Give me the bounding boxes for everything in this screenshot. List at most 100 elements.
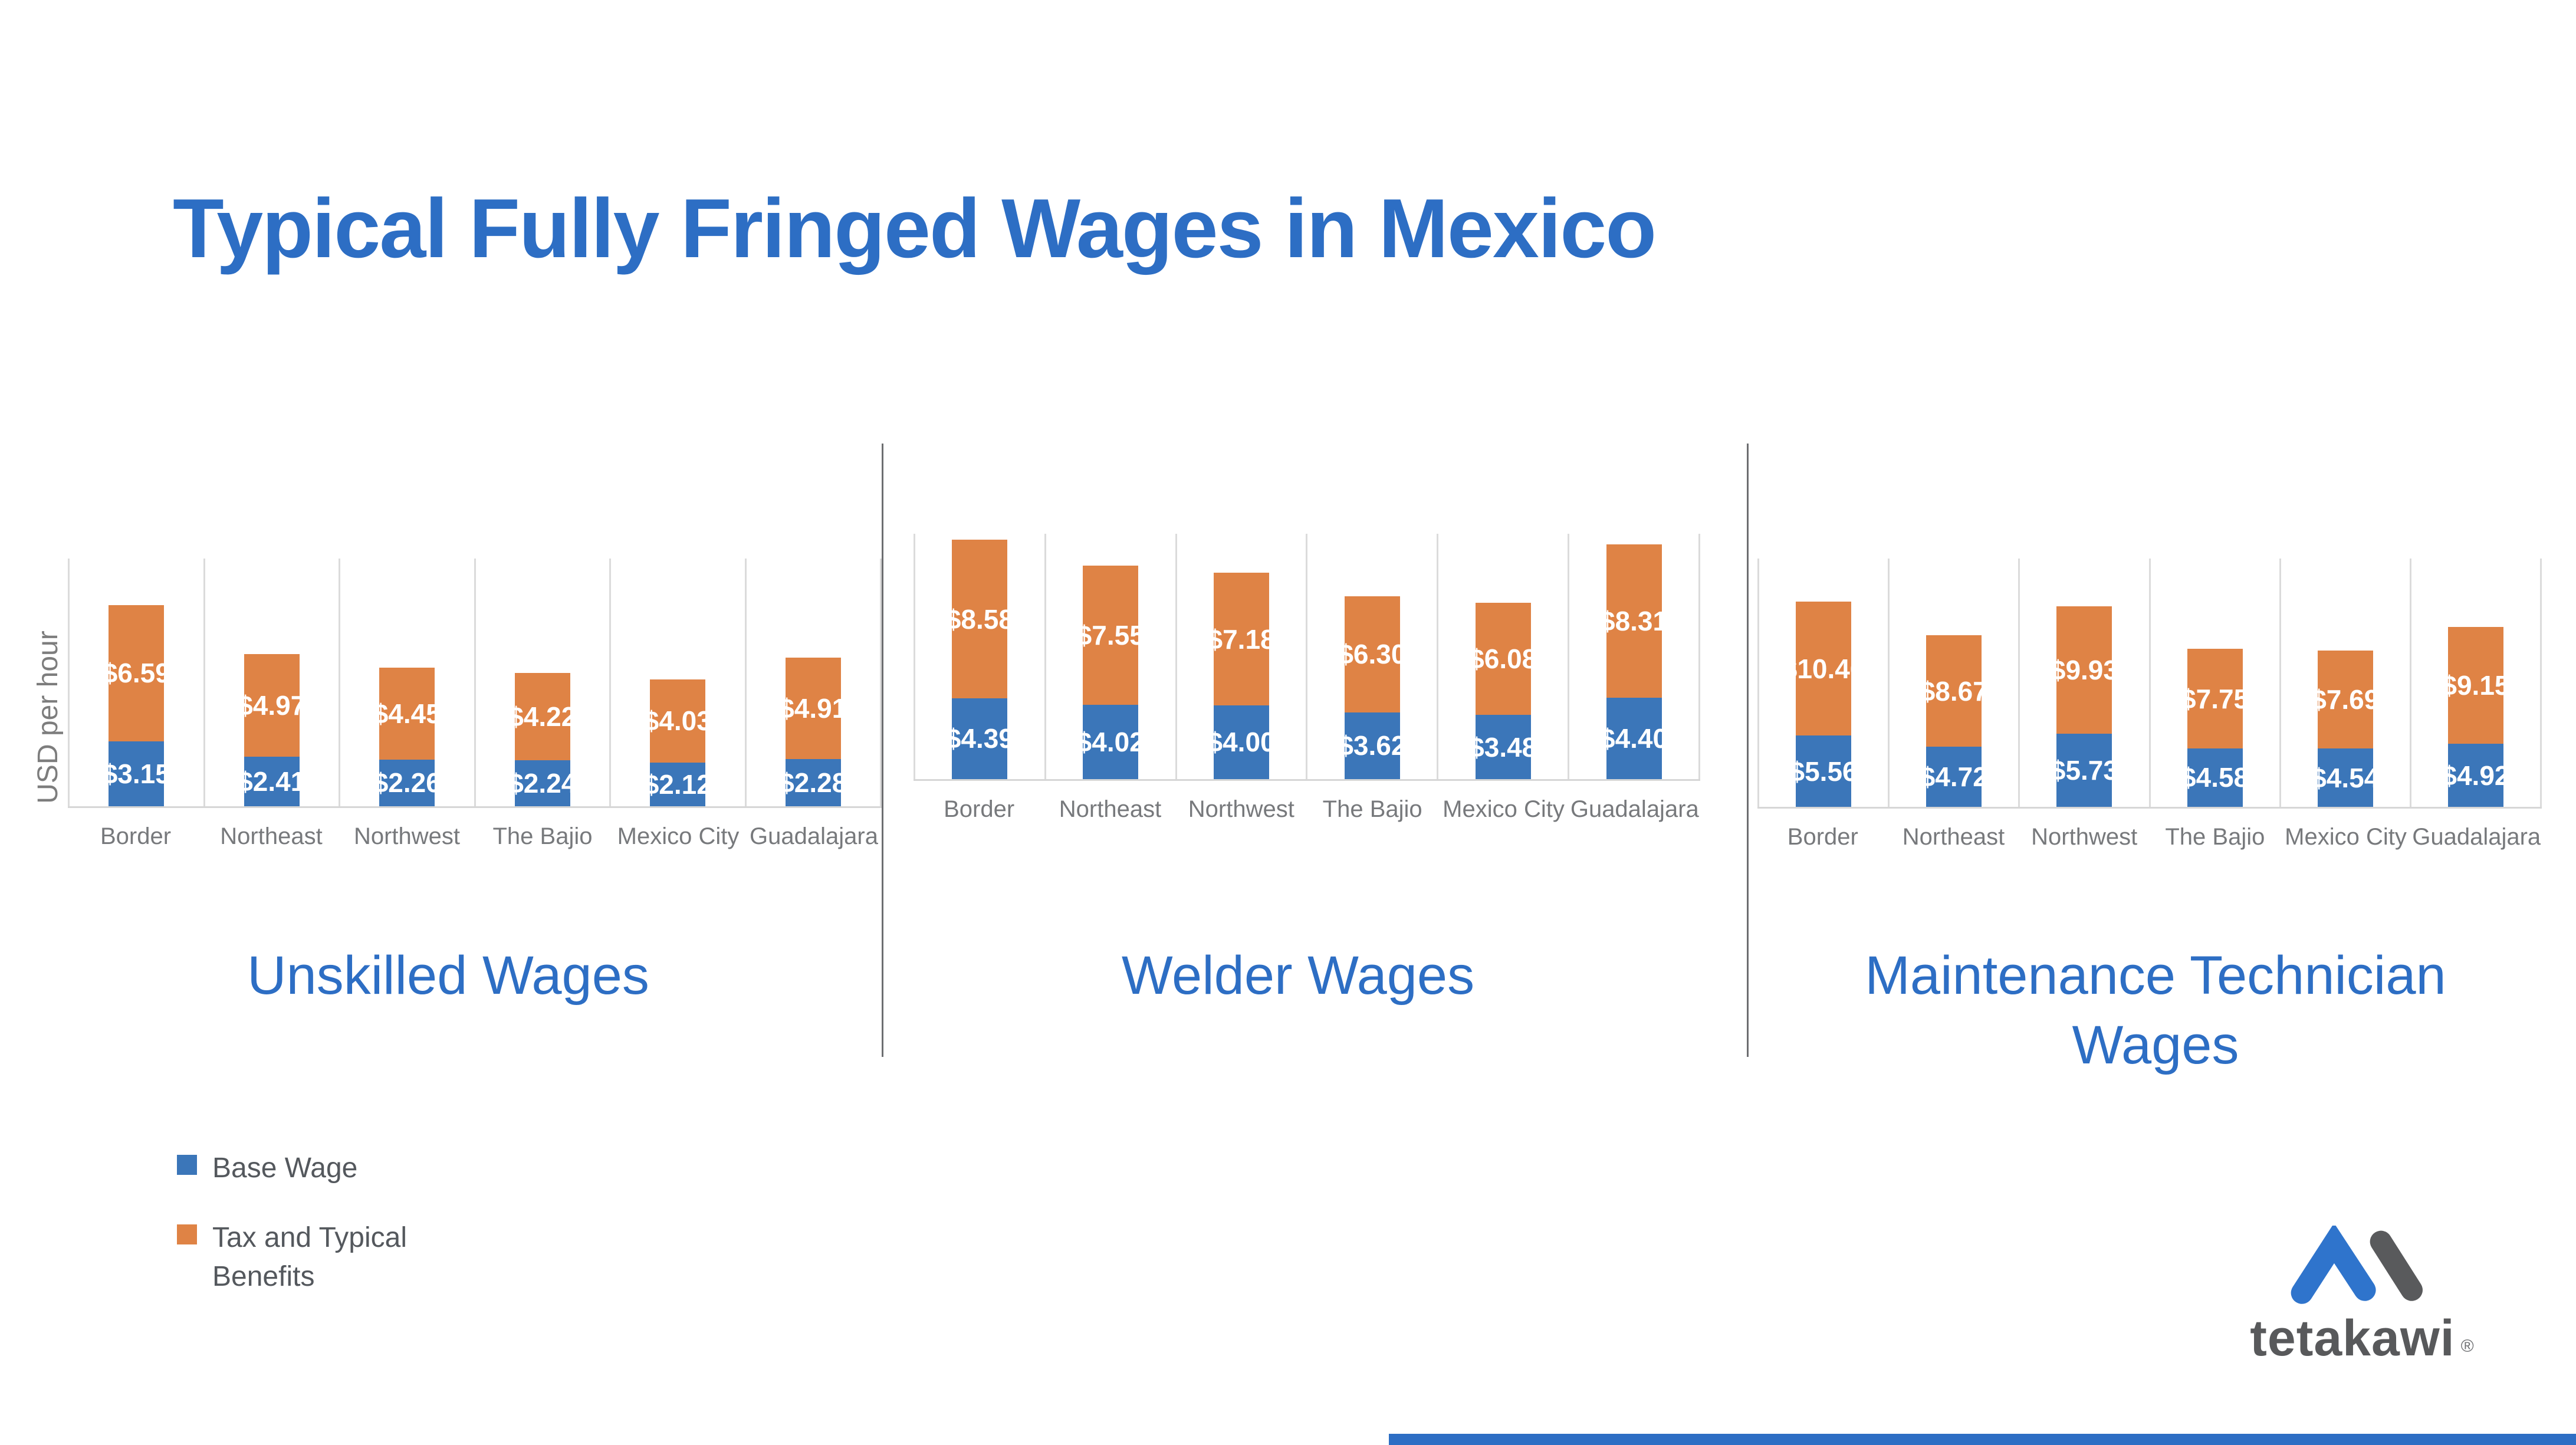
plot-area: $10.46 $5.56 $8.67 $4.72 $9.93 $5.73 $7.75 $4.5… xyxy=(1757,559,2542,809)
bar-segment-base: $5.56 xyxy=(1796,735,1852,807)
bar-value-label: $3.15 xyxy=(109,758,165,789)
legend-label: Tax and Typical Benefits xyxy=(212,1222,407,1293)
section-divider-left xyxy=(882,444,883,1057)
bar-segment-base: $4.54 xyxy=(2317,748,2373,807)
bar-segment-base: $4.02 xyxy=(1083,705,1139,779)
stacked-bar: $7.69 $4.54 xyxy=(2317,650,2373,807)
chart-category-cell: $4.45 $2.26 xyxy=(339,559,474,806)
bar-segment-tax: $6.08 xyxy=(1475,603,1531,715)
tetakawi-logo: tetakawi ® xyxy=(2220,1226,2503,1368)
bar-value-label: $4.54 xyxy=(2317,762,2373,793)
chart-category-cell: $10.46 $5.56 xyxy=(1757,559,1888,807)
stacked-bar: $4.45 $2.26 xyxy=(379,668,435,806)
bar-segment-tax: $7.75 xyxy=(2187,649,2243,748)
bar-segment-tax: $6.59 xyxy=(109,605,165,741)
bar-segment-tax: $7.69 xyxy=(2317,650,2373,749)
axis-category-label: Northwest xyxy=(1188,796,1294,822)
bar-segment-tax: $7.55 xyxy=(1083,566,1139,705)
bar-segment-base: $5.73 xyxy=(2056,733,2112,807)
legend-label: Base Wage xyxy=(212,1152,358,1184)
bar-segment-tax: $9.15 xyxy=(2447,626,2503,744)
axis-category-label: The Bajio xyxy=(1322,796,1422,822)
bar-value-label: $4.22 xyxy=(514,701,570,732)
legend-item-base-wage: Base Wage xyxy=(177,1149,436,1188)
registered-trademark-icon: ® xyxy=(2460,1336,2474,1356)
axis-category-label: The Bajio xyxy=(492,823,593,849)
axis-category-label: The Bajio xyxy=(2165,824,2265,850)
bar-segment-tax: $8.67 xyxy=(1926,635,1982,747)
chart-category-cell: $4.03 $2.12 xyxy=(609,559,745,806)
bar-value-label: $7.75 xyxy=(2187,683,2243,714)
axis-category-label: Northwest xyxy=(353,823,461,849)
x-axis-labels: Border Northeast Northwest The Bajio Mexico … xyxy=(1757,824,2542,850)
chart-category-cell: $8.67 $4.72 xyxy=(1888,559,2018,807)
bar-value-label: $3.62 xyxy=(1344,730,1400,761)
axis-category-label: Border xyxy=(1787,824,1858,850)
bar-segment-tax: $6.30 xyxy=(1344,596,1400,712)
bar-segment-base: $2.24 xyxy=(514,760,570,806)
base-wage-swatch-icon xyxy=(177,1155,197,1175)
axis-category-label: Guadalajara xyxy=(750,823,878,849)
chart-category-cell: $4.22 $2.24 xyxy=(474,559,610,806)
bar-value-label: $6.08 xyxy=(1475,643,1531,675)
bar-segment-tax: $8.31 xyxy=(1606,544,1662,698)
bar-segment-base: $4.72 xyxy=(1926,746,1982,807)
axis-category-label: Northeast xyxy=(220,823,323,849)
axis-category-label: Northeast xyxy=(1902,824,2005,850)
bar-value-label: $9.93 xyxy=(2056,654,2112,685)
bar-segment-tax: $4.03 xyxy=(650,679,706,763)
bar-value-label: $5.73 xyxy=(2056,754,2112,786)
chart-category-cell: $6.30 $3.62 xyxy=(1306,534,1437,779)
stacked-bar: $4.91 $2.28 xyxy=(785,658,841,806)
bar-value-label: $7.69 xyxy=(2317,684,2373,715)
bar-segment-base: $2.12 xyxy=(650,762,706,806)
stacked-bar: $9.93 $5.73 xyxy=(2056,606,2112,807)
chart-category-cell: $6.08 $3.48 xyxy=(1437,534,1568,779)
stacked-bar: $8.58 $4.39 xyxy=(952,540,1008,779)
chart-category-cell: $7.55 $4.02 xyxy=(1044,534,1175,779)
chart-category-cell: $4.97 $2.41 xyxy=(203,559,339,806)
logo-wordmark: tetakawi ® xyxy=(2220,1309,2503,1368)
bar-segment-base: $2.28 xyxy=(785,759,841,806)
stacked-bar: $9.15 $4.92 xyxy=(2447,626,2503,807)
bar-segment-tax: $7.18 xyxy=(1214,573,1270,705)
bar-segment-tax: $4.91 xyxy=(785,658,841,760)
mountain-logo-icon xyxy=(2291,1226,2423,1304)
bar-segment-base: $4.92 xyxy=(2447,744,2503,807)
bar-value-label: $10.46 xyxy=(1796,653,1851,684)
chart-category-cell: $7.69 $4.54 xyxy=(2279,559,2410,807)
bar-segment-base: $4.40 xyxy=(1606,698,1662,779)
stacked-bar: $8.67 $4.72 xyxy=(1926,635,1982,807)
bar-value-label: $2.41 xyxy=(244,766,300,797)
axis-category-label: Mexico City xyxy=(617,823,740,849)
x-axis-labels: Border Northeast Northwest The Bajio Mexico … xyxy=(68,823,882,850)
chart-category-cell: $9.15 $4.92 xyxy=(2409,559,2542,807)
bar-value-label: $4.45 xyxy=(379,698,435,730)
axis-category-label: Border xyxy=(944,796,1015,822)
bar-value-label: $2.28 xyxy=(785,767,841,799)
chart-category-cell: $8.31 $4.40 xyxy=(1568,534,1700,779)
plot-area: $8.58 $4.39 $7.55 $4.02 $7.18 $4.00 $6.30 $3.62… xyxy=(914,534,1700,781)
bar-value-label: $4.03 xyxy=(650,705,706,737)
bar-value-label: $4.00 xyxy=(1214,727,1270,758)
stacked-bar: $6.59 $3.15 xyxy=(109,605,165,806)
bar-segment-tax: $4.22 xyxy=(514,672,570,760)
y-axis-label: USD per hour xyxy=(32,630,64,804)
bar-value-label: $4.58 xyxy=(2187,762,2243,793)
bar-value-label: $4.72 xyxy=(1926,761,1982,792)
section-title-welder: Welder Wages xyxy=(1121,945,1475,1006)
footer-accent-bar xyxy=(1389,1434,2576,1445)
bar-segment-base: $3.15 xyxy=(109,741,165,806)
bar-segment-base: $4.39 xyxy=(952,698,1008,779)
bar-value-label: $4.91 xyxy=(785,693,841,724)
section-divider-right xyxy=(1747,444,1749,1057)
axis-category-label: Guadalajara xyxy=(1570,796,1699,822)
bar-segment-tax: $8.58 xyxy=(952,540,1008,698)
bar-value-label: $9.15 xyxy=(2447,669,2503,701)
stacked-bar: $7.75 $4.58 xyxy=(2187,649,2243,807)
bar-value-label: $4.39 xyxy=(952,723,1008,754)
chart-category-cell: $6.59 $3.15 xyxy=(68,559,203,806)
section-title-unskilled: Unskilled Wages xyxy=(247,945,649,1006)
chart-category-cell: $8.58 $4.39 xyxy=(914,534,1044,779)
bar-value-label: $6.30 xyxy=(1344,639,1400,670)
